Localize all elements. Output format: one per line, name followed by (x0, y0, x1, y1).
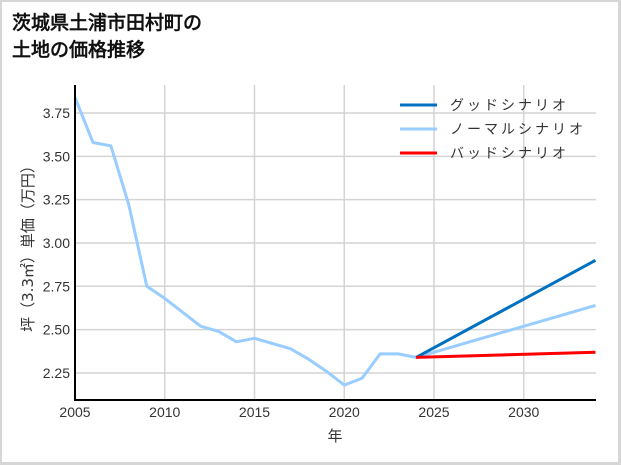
legend-label: バッドシナリオ (450, 146, 569, 162)
chart-title: 茨城県土浦市田村町の 土地の価格推移 (12, 10, 202, 64)
legend-label: ノーマルシナリオ (450, 122, 586, 138)
y-tick-label: 2.25 (43, 365, 70, 381)
y-axis-label: 坪（3.3㎡）単価（万円） (19, 158, 37, 332)
x-tick-label: 2015 (239, 404, 270, 420)
series-line (73, 96, 596, 387)
y-tick-label: 3.50 (43, 148, 70, 164)
chart-title-line2: 土地の価格推移 (12, 39, 146, 61)
x-tick-label: 2025 (418, 404, 449, 420)
x-tick-label: 2020 (329, 404, 360, 420)
y-tick-label: 3.00 (43, 235, 70, 251)
x-tick-label: 2005 (59, 404, 90, 420)
series-line (415, 258, 597, 359)
x-tick-label: 2010 (149, 404, 180, 420)
y-tick-label: 2.50 (43, 322, 70, 338)
legend-label: グッドシナリオ (450, 98, 569, 114)
chart-title-line1: 茨城県土浦市田村町の (12, 12, 203, 34)
x-tick-label: 2030 (508, 404, 539, 420)
tick-labels: 2005 2010 2015 2020 2025 2030 2.25 2.50 2.75 3.00… (43, 105, 540, 420)
x-axis-label: 年 (327, 427, 342, 445)
y-tick-label: 3.25 (43, 192, 70, 208)
series-line (416, 350, 596, 359)
axes (74, 85, 596, 401)
y-tick-label: 2.75 (43, 278, 70, 294)
y-tick-label: 3.75 (43, 105, 70, 121)
series-lines (73, 96, 597, 387)
